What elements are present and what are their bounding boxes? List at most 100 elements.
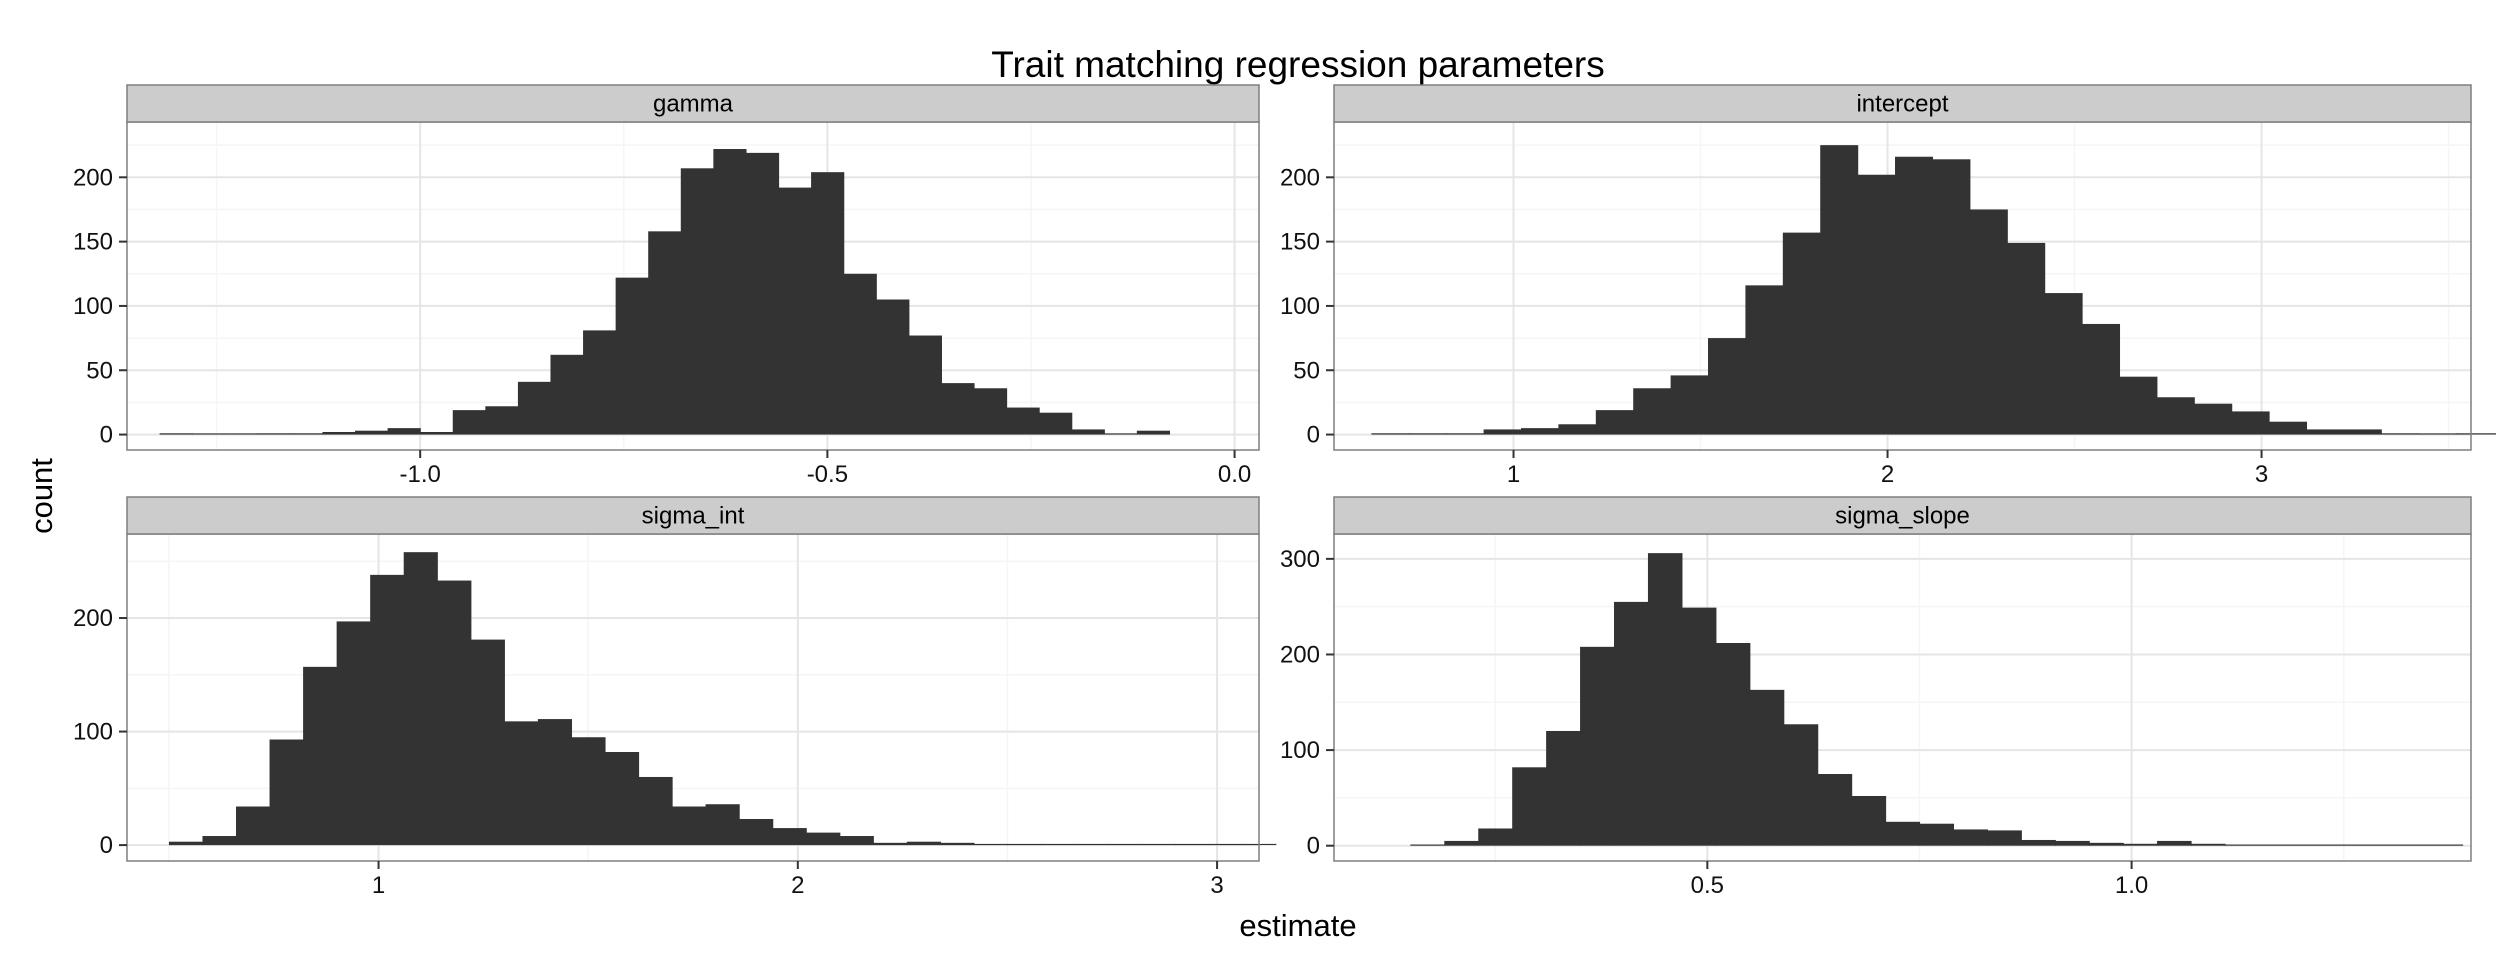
- facet-strip: [1333, 84, 2472, 123]
- histogram-bar: [1715, 643, 1751, 846]
- histogram-bar: [224, 433, 258, 435]
- histogram-bar: [1006, 407, 1040, 435]
- histogram-bar: [1007, 843, 1042, 846]
- histogram-bar: [1558, 424, 1597, 435]
- histogram-bar: [811, 172, 845, 435]
- histogram-bar: [1039, 412, 1073, 435]
- y-tick-label: 0: [100, 832, 113, 859]
- histogram-bar: [1444, 840, 1479, 846]
- histogram-bar: [1483, 429, 1522, 435]
- histogram-bar: [806, 832, 841, 846]
- histogram-bar: [1783, 724, 1819, 846]
- histogram-bar: [2231, 411, 2270, 435]
- x-tick-label: 2: [791, 872, 804, 899]
- histogram-bar: [168, 841, 204, 846]
- facet-strip-label: sigma_int: [642, 503, 745, 530]
- x-tick-label: 1.0: [2115, 872, 2148, 899]
- histogram-bar: [303, 666, 338, 846]
- histogram-bar: [906, 841, 941, 846]
- x-tick-label: -0.5: [807, 461, 848, 488]
- histogram-bar: [739, 818, 774, 846]
- histogram-bar: [876, 299, 910, 435]
- histogram-bar: [1919, 823, 1955, 846]
- histogram-bar: [1932, 159, 1971, 435]
- x-tick-label: 0.5: [1691, 872, 1724, 899]
- histogram-bar: [1817, 773, 1853, 846]
- histogram-bar: [1104, 433, 1138, 435]
- histogram-bar: [1074, 843, 1109, 846]
- histogram-bar: [672, 806, 707, 846]
- histogram-bar: [1071, 429, 1105, 435]
- y-tick-label: 200: [73, 164, 113, 191]
- histogram-bar: [2381, 433, 2420, 435]
- facet-panel-sigma_slope: sigma_slope 0.5 1.0 0 100 200 300: [1280, 496, 2472, 899]
- histogram-bar: [2493, 433, 2496, 435]
- histogram-bar: [1885, 821, 1921, 846]
- y-tick-label: 50: [1293, 357, 1320, 384]
- histogram-bar: [638, 776, 673, 846]
- histogram-bar: [1782, 232, 1821, 435]
- histogram-bar: [843, 273, 877, 435]
- histogram-bar: [2190, 843, 2226, 846]
- histogram-bar: [2258, 844, 2294, 846]
- histogram-bar: [1040, 843, 1076, 846]
- histogram-bar: [839, 836, 874, 846]
- histogram-bar: [583, 330, 617, 435]
- histogram-bar: [452, 410, 486, 435]
- y-tick-label: 300: [1280, 546, 1320, 573]
- histogram-bar: [437, 580, 472, 846]
- histogram-bar: [1108, 843, 1143, 846]
- histogram-bar: [2055, 840, 2090, 846]
- histogram-bar: [2269, 421, 2308, 435]
- histogram-bar: [973, 388, 1008, 435]
- histogram-bar: [2123, 843, 2158, 846]
- histogram-bar: [2343, 429, 2382, 435]
- y-tick-label: 100: [1280, 737, 1320, 764]
- x-tick-label: 3: [1210, 872, 1223, 899]
- histogram-bar: [2194, 403, 2233, 435]
- histogram-bar: [1969, 209, 2008, 435]
- histogram-bar: [2326, 844, 2362, 846]
- x-tick-label: 1: [1507, 461, 1520, 488]
- histogram-bar: [705, 804, 740, 846]
- histogram-bars: [1371, 145, 2496, 435]
- x-axis: 1 2 3: [372, 861, 1224, 899]
- histogram-bar: [940, 842, 975, 846]
- histogram-bar: [778, 187, 812, 435]
- facet-strip-label: gamma: [653, 91, 734, 118]
- histogram-bar: [504, 721, 539, 846]
- histogram-bar: [2306, 429, 2345, 435]
- histogram-bar: [648, 231, 682, 435]
- histogram-bar: [1512, 767, 1547, 846]
- histogram-bar: [470, 639, 505, 846]
- histogram-bar: [336, 621, 371, 846]
- histogram-bar: [2418, 433, 2457, 435]
- histogram-bar: [1446, 433, 1485, 435]
- histogram-bar: [537, 719, 573, 846]
- histogram-bar: [1580, 646, 1615, 846]
- histogram-bar: [1141, 843, 1176, 846]
- histogram-bar: [1820, 145, 1859, 435]
- histogram-bar: [2156, 397, 2195, 435]
- histogram-bar: [257, 433, 291, 435]
- x-tick-label: 2: [1881, 461, 1894, 488]
- facet-strip-label: intercept: [1856, 91, 1948, 118]
- chart-title: Trait matching regression parameters: [991, 44, 1604, 85]
- facet-panel-gamma: gamma -1.0 -0.5 0.0 0 50 100 150 200: [73, 84, 1260, 488]
- histogram-bar: [2456, 433, 2495, 435]
- histogram-bar: [403, 552, 438, 846]
- y-tick-label: 200: [73, 605, 113, 632]
- y-tick-label: 200: [1280, 164, 1320, 191]
- histogram-bar: [159, 433, 193, 435]
- histogram-bar: [1708, 338, 1747, 435]
- histogram-bar: [322, 431, 356, 435]
- histogram-bar: [1647, 553, 1683, 846]
- histogram-bar: [236, 806, 271, 846]
- histogram-bar: [1521, 428, 1560, 435]
- histogram-bar: [1371, 433, 1410, 435]
- histogram-bar: [2089, 842, 2124, 846]
- histogram-bar: [1987, 830, 2022, 846]
- histogram-bar: [2082, 323, 2121, 435]
- histogram-bar: [1851, 795, 1887, 846]
- histogram-bar: [571, 737, 606, 846]
